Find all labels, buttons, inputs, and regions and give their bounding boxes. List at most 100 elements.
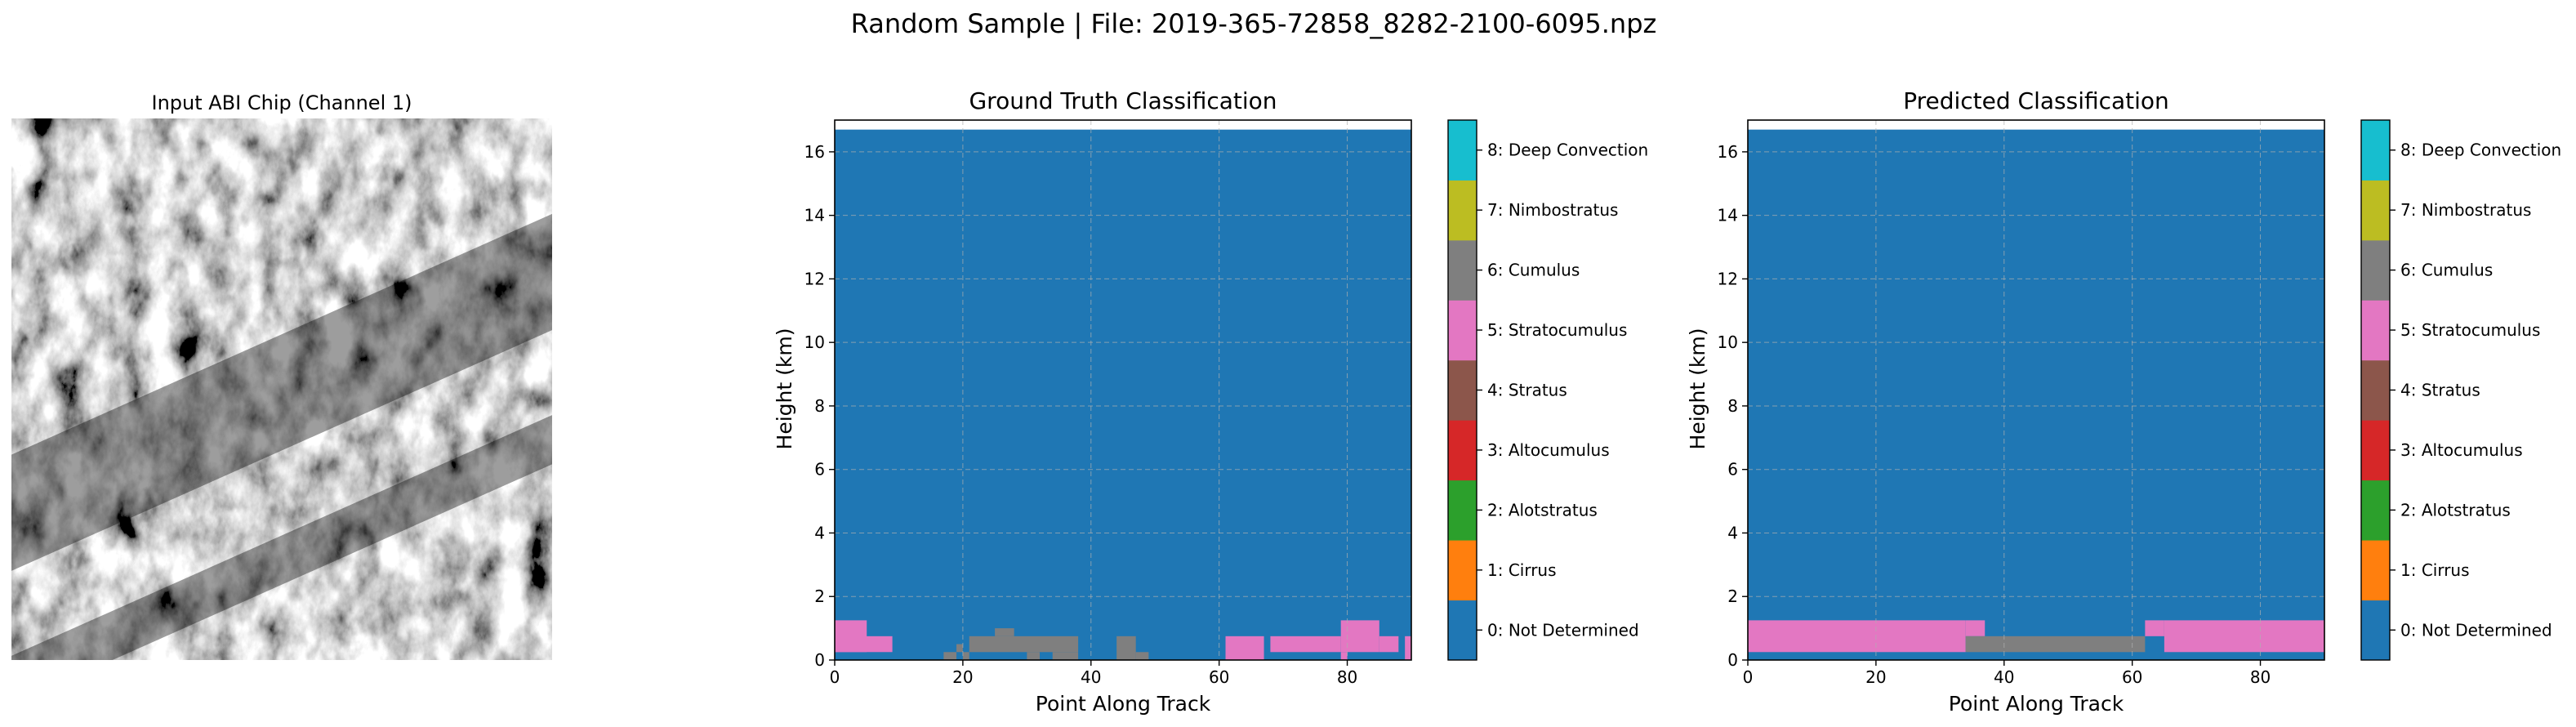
truth-cell-class-5	[1340, 652, 1348, 660]
pred-ytick-label: 2	[1727, 587, 1738, 606]
input-panel: Input ABI Chip (Channel 1)	[11, 91, 552, 660]
truth-ytick-label: 0	[814, 650, 825, 670]
pred-cell-class-5	[2164, 620, 2324, 653]
pred-ytick-label: 6	[1727, 460, 1738, 479]
truth-xtick-label: 40	[1081, 667, 1101, 687]
truth-colorbar-label: 1: Cirrus	[1487, 560, 1557, 580]
truth-colorbar-swatch-2	[1448, 479, 1477, 541]
pred-colorbar-swatch-0	[2361, 600, 2390, 661]
truth-axes-frame	[834, 119, 1412, 661]
truth-ytick-label: 8	[814, 396, 825, 416]
truth-cell-class-5	[1379, 636, 1399, 653]
truth-cell-class-6	[956, 644, 963, 653]
pred-colorbar-swatch-3	[2361, 420, 2390, 481]
truth-ytick-label: 16	[804, 142, 825, 162]
truth-colorbar-swatch-3	[1448, 420, 1477, 481]
pred-ytick-label: 14	[1718, 206, 1738, 225]
truth-colorbar-swatch-7	[1448, 180, 1477, 241]
truth-cell-class-6	[969, 636, 1079, 653]
truth-colorbar-swatch-4	[1448, 359, 1477, 421]
truth-cell-class-5	[1340, 620, 1379, 653]
truth-xlabel: Point Along Track	[1036, 692, 1211, 716]
truth-ytick-label: 12	[804, 269, 825, 288]
truth-cell-class-6	[943, 652, 957, 660]
pred-xtick-label: 80	[2250, 667, 2271, 687]
truth-ytick-label: 14	[804, 206, 825, 225]
pred-colorbar-label: 1: Cirrus	[2400, 560, 2470, 580]
pred-colorbar-swatch-2	[2361, 479, 2390, 541]
truth-xtick-label: 80	[1337, 667, 1357, 687]
pred-heatmap: 0 20 40 60 80 0 2 4 6 8 10 12 14 16	[1718, 119, 2325, 687]
truth-colorbar-swatch-6	[1448, 239, 1477, 301]
truth-colorbar-label: 3: Altocumulus	[1487, 440, 1610, 460]
pred-colorbar-label: 0: Not Determined	[2400, 620, 2552, 640]
pred-xtick-label: 0	[1743, 667, 1754, 687]
pred-colorbar-swatch-8	[2361, 120, 2390, 181]
truth-ytick-label: 6	[814, 460, 825, 479]
truth-cell-class-5	[1225, 636, 1264, 660]
pred-ytick-label: 10	[1718, 332, 1738, 352]
pred-xtick-label: 20	[1865, 667, 1886, 687]
truth-colorbar-label: 7: Nimbostratus	[1487, 200, 1618, 220]
pred-axes-frame	[1747, 119, 2325, 661]
pred-cell-class-6	[1965, 636, 2146, 653]
truth-panel-title: Ground Truth Classification	[969, 87, 1277, 114]
truth-colorbar-swatch-1	[1448, 540, 1477, 601]
truth-heatmap: 0 20 40 60 80 0 2 4 6 8 10 12 14 16	[804, 119, 1412, 687]
pred-colorbar-frame	[2360, 119, 2391, 661]
input-panel-title: Input ABI Chip (Channel 1)	[151, 91, 412, 114]
truth-ylabel: Height (km)	[773, 328, 796, 450]
pred-colorbar: 0: Not Determined 1: Cirrus 2: Alotstratus…	[2360, 119, 2561, 661]
abi-chip-image	[11, 118, 552, 660]
truth-colorbar-label: 0: Not Determined	[1487, 620, 1639, 640]
truth-cell-class-6	[962, 652, 969, 660]
truth-background-cells	[835, 129, 1411, 661]
truth-colorbar-label: 5: Stratocumulus	[1487, 320, 1627, 340]
pred-colorbar-label: 8: Deep Convection	[2400, 140, 2561, 160]
truth-cell-class-6	[1135, 652, 1149, 660]
pred-colorbar-swatch-6	[2361, 239, 2390, 301]
truth-colorbar-swatch-0	[1448, 600, 1477, 661]
truth-cell-class-6	[1116, 636, 1136, 660]
truth-colorbar-swatch-8	[1448, 120, 1477, 181]
truth-xtick-label: 20	[952, 667, 973, 687]
truth-cell-class-6	[1052, 652, 1079, 660]
pred-ylabel: Height (km)	[1686, 328, 1709, 450]
pred-colorbar-swatch-4	[2361, 359, 2390, 421]
pred-ytick-label: 12	[1718, 269, 1738, 288]
truth-cell-class-5	[835, 636, 893, 653]
pred-colorbar-label: 4: Stratus	[2400, 381, 2480, 400]
truth-colorbar: 0: Not Determined 1: Cirrus 2: Alotstratus…	[1447, 119, 1648, 661]
truth-colorbar-swatch-5	[1448, 300, 1477, 361]
pred-ytick-label: 16	[1718, 142, 1738, 162]
pred-ytick-label: 0	[1727, 650, 1738, 670]
truth-cell-class-6	[1027, 652, 1041, 660]
pred-xlabel: Point Along Track	[1949, 692, 2124, 716]
pred-colorbar-label: 5: Stratocumulus	[2400, 320, 2540, 340]
truth-panel: Ground Truth Classification 0 20 40 60 80 0 2 4…	[773, 87, 1648, 716]
pred-cell-class-5	[1965, 620, 1985, 636]
pred-colorbar-swatch-1	[2361, 540, 2390, 601]
truth-ytick-label: 4	[814, 523, 825, 542]
truth-colorbar-label: 6: Cumulus	[1487, 261, 1580, 280]
pred-colorbar-label: 7: Nimbostratus	[2400, 200, 2531, 220]
pred-ytick-label: 8	[1727, 396, 1738, 416]
truth-colorbar-label: 8: Deep Convection	[1487, 140, 1648, 160]
truth-xtick-label: 0	[830, 667, 840, 687]
pred-cell-class-5	[2145, 620, 2164, 636]
pred-colorbar-label: 6: Cumulus	[2400, 261, 2493, 280]
pred-xtick-label: 40	[1994, 667, 2014, 687]
pred-background-cells	[1748, 129, 2324, 661]
pred-panel: Predicted Classification 0 20 40 60 80 0 2 4 6 8 1…	[1686, 87, 2561, 716]
truth-xtick-label: 60	[1209, 667, 1229, 687]
truth-colorbar-frame	[1447, 119, 1477, 661]
pred-colorbar-label: 2: Alotstratus	[2400, 500, 2511, 520]
truth-colorbar-label: 2: Alotstratus	[1487, 500, 1598, 520]
truth-ytick-label: 2	[814, 587, 825, 606]
pred-xtick-label: 60	[2122, 667, 2142, 687]
pred-colorbar-swatch-7	[2361, 180, 2390, 241]
pred-cell-class-5	[1748, 620, 1966, 653]
truth-colorbar-label: 4: Stratus	[1487, 381, 1567, 400]
pred-colorbar-label: 3: Altocumulus	[2400, 440, 2523, 460]
truth-cell-class-6	[995, 628, 1014, 636]
